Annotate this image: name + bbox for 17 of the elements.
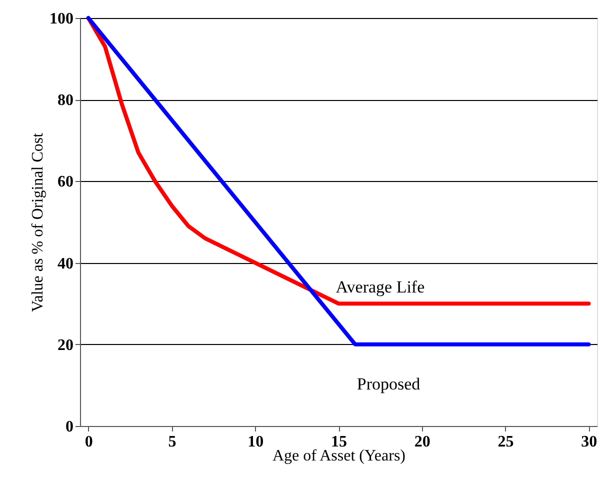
y-tick-label: 60: [58, 174, 74, 191]
x-tick-label: 5: [168, 434, 176, 450]
x-tick-label: 0: [84, 434, 93, 450]
y-tick-label: 40: [58, 255, 74, 272]
x-tick-label: 10: [248, 434, 264, 450]
series-label: Average Life: [336, 278, 425, 297]
y-axis-title: Value as % of Original Cost: [30, 132, 46, 312]
x-tick-label: 30: [581, 434, 598, 450]
series-label: Proposed: [356, 374, 421, 394]
y-tick-label: 20: [58, 336, 74, 354]
x-tick-label: 25: [498, 434, 514, 450]
y-tick-label: 0: [66, 418, 74, 436]
x-tick-label: 15: [331, 434, 347, 450]
y-tick-label: 80: [58, 92, 74, 110]
y-tick-label: 100: [50, 10, 74, 28]
x-axis-title: Age of Asset (Years): [272, 448, 406, 464]
x-tick-label: 20: [414, 434, 430, 450]
